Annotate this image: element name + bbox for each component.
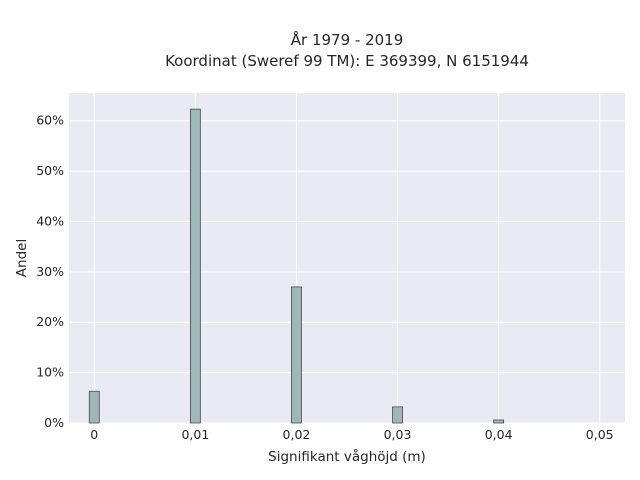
y-axis-label: Andel	[14, 239, 30, 277]
x-tick-label: 0,05	[586, 427, 614, 442]
x-tick-label: 0,02	[283, 427, 311, 442]
bars	[88, 108, 505, 424]
histogram-bar	[189, 108, 201, 424]
histogram-bar	[291, 286, 302, 424]
x-tick-label: 0,04	[485, 427, 513, 442]
x-tick-label: 0,01	[181, 427, 209, 442]
histogram-bar	[392, 406, 403, 424]
y-tick-label: 60%	[36, 113, 64, 128]
y-tick-label: 20%	[36, 314, 64, 329]
y-tick-label: 10%	[36, 365, 64, 380]
x-tick-label: 0	[90, 427, 98, 442]
chart-title-line2: Koordinat (Sweref 99 TM): E 369399, N 61…	[165, 52, 529, 70]
y-tick-label: 50%	[36, 163, 64, 178]
y-tick-label: 0%	[44, 415, 64, 430]
histogram-bar	[493, 419, 505, 424]
chart-title-line1: År 1979 - 2019	[291, 30, 404, 49]
plot-area	[69, 93, 625, 423]
x-axis-ticks: 0 0,01 0,02 0,03 0,04 0,05	[90, 427, 613, 442]
y-tick-label: 40%	[36, 213, 64, 228]
y-axis-ticks: 0% 10% 20% 30% 40% 50% 60%	[36, 113, 64, 430]
y-tick-label: 30%	[36, 264, 64, 279]
x-tick-label: 0,03	[384, 427, 412, 442]
histogram-bar	[88, 390, 100, 424]
grid-lines	[69, 93, 625, 424]
x-axis-label: Signifikant våghöjd (m)	[268, 448, 426, 465]
